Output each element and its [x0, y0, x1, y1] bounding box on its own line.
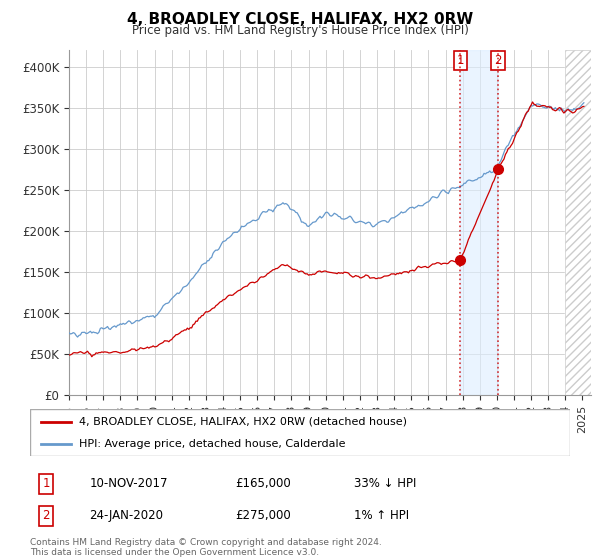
- Text: 1: 1: [43, 478, 50, 491]
- Text: 2: 2: [494, 54, 502, 67]
- Text: 4, BROADLEY CLOSE, HALIFAX, HX2 0RW: 4, BROADLEY CLOSE, HALIFAX, HX2 0RW: [127, 12, 473, 27]
- Bar: [565, 50, 591, 395]
- Text: 33% ↓ HPI: 33% ↓ HPI: [354, 478, 416, 491]
- Text: HPI: Average price, detached house, Calderdale: HPI: Average price, detached house, Cald…: [79, 438, 345, 449]
- Text: £275,000: £275,000: [235, 509, 291, 522]
- Text: Price paid vs. HM Land Registry's House Price Index (HPI): Price paid vs. HM Land Registry's House …: [131, 24, 469, 37]
- Text: £165,000: £165,000: [235, 478, 291, 491]
- Text: 2: 2: [43, 509, 50, 522]
- Text: 4, BROADLEY CLOSE, HALIFAX, HX2 0RW (detached house): 4, BROADLEY CLOSE, HALIFAX, HX2 0RW (det…: [79, 417, 407, 427]
- Text: Contains HM Land Registry data © Crown copyright and database right 2024.
This d: Contains HM Land Registry data © Crown c…: [30, 538, 382, 557]
- Text: 24-JAN-2020: 24-JAN-2020: [89, 509, 163, 522]
- Bar: [460, 50, 498, 395]
- Text: 1: 1: [457, 54, 464, 67]
- Text: 10-NOV-2017: 10-NOV-2017: [89, 478, 168, 491]
- Text: 1% ↑ HPI: 1% ↑ HPI: [354, 509, 409, 522]
- FancyBboxPatch shape: [30, 409, 570, 456]
- Bar: [565, 50, 591, 395]
